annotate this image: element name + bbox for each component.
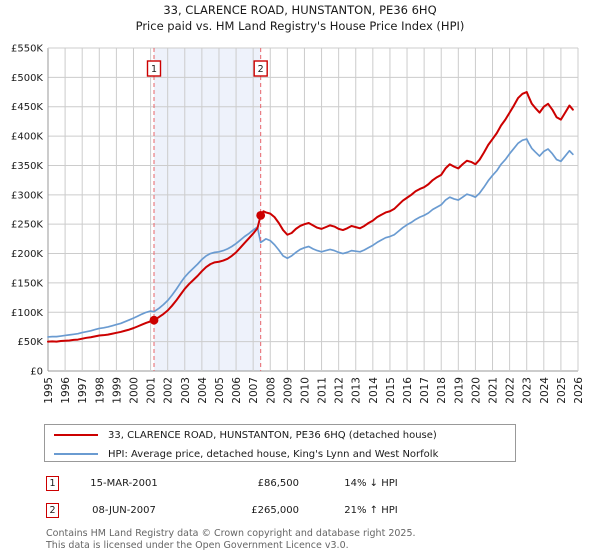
legend-label-property: 33, CLARENCE ROAD, HUNSTANTON, PE36 6HQ … — [108, 429, 437, 441]
series-line-property — [47, 91, 574, 343]
x-axis-tick-label: 2014 — [368, 377, 380, 404]
transaction-date-2: 08-JUN-2007 — [92, 505, 156, 516]
y-axis-tick-label: £550K — [11, 44, 43, 55]
y-axis-tick-label: £400K — [11, 132, 43, 143]
series-line-hpi — [47, 138, 574, 338]
copyright-footer: Contains HM Land Registry data © Crown c… — [46, 528, 566, 551]
x-axis-tick-label: 2022 — [505, 377, 517, 404]
x-axis-tick-label: 2025 — [556, 377, 568, 404]
transactions-table: 1 15-MAR-2001 £86,500 14% ↓ HPI 2 08-JUN… — [44, 470, 524, 524]
x-axis-tick-label: 2000 — [128, 377, 140, 404]
x-axis-tick-label: 1996 — [60, 377, 72, 404]
transaction-marker-2: 2 — [46, 503, 59, 518]
x-axis-tick-label: 2015 — [385, 377, 397, 404]
x-axis-tick-label: 2018 — [436, 377, 448, 404]
x-axis-tick-label: 2012 — [334, 377, 346, 404]
x-axis-tick-label: 2005 — [214, 377, 226, 404]
transaction-marker-1: 1 — [46, 476, 59, 491]
legend-color-swatch-hpi — [54, 453, 98, 455]
page-title: 33, CLARENCE ROAD, HUNSTANTON, PE36 6HQ … — [0, 2, 600, 34]
legend-color-swatch-property — [54, 434, 98, 436]
x-axis-tick-label: 2010 — [299, 377, 311, 404]
y-axis-tick-label: £50K — [17, 337, 43, 348]
x-axis-tick-label: 2021 — [488, 377, 500, 404]
y-axis-tick-label: £350K — [11, 161, 43, 172]
x-axis-tick-label: 2001 — [146, 377, 158, 404]
y-axis-tick-label: £100K — [11, 308, 43, 319]
x-axis-tick-label: 2020 — [470, 377, 482, 404]
x-axis-tick-label: 2016 — [402, 377, 414, 404]
x-axis-tick-label: 2024 — [539, 377, 551, 404]
price-history-line-chart: £0 £50K £100K £150K £200K £250K £300K £350K £400… — [11, 44, 585, 404]
chart-legend: 33, CLARENCE ROAD, HUNSTANTON, PE36 6HQ … — [44, 424, 516, 462]
transaction-point-dot[interactable] — [256, 210, 266, 220]
y-axis-tick-label: £150K — [11, 278, 43, 289]
y-axis-tick-label: £0 — [30, 367, 43, 378]
transaction-marker-badge[interactable] — [146, 60, 162, 77]
x-axis-tick-label: 2026 — [573, 377, 585, 404]
y-axis-tick-label: £300K — [11, 190, 43, 201]
transaction-hpi-delta-2: 21% ↑ HPI — [344, 505, 398, 516]
x-axis-tick-label: 1995 — [43, 377, 55, 404]
x-axis-tick-label: 2013 — [351, 377, 363, 404]
transaction-marker-badge-label: 2 — [258, 64, 264, 75]
transaction-price-1: £86,500 — [257, 478, 299, 489]
x-axis-tick-label: 2019 — [453, 377, 465, 404]
x-axis-tick-label: 2017 — [419, 377, 431, 404]
x-axis-tick-label: 2011 — [317, 377, 329, 404]
legend-item-property: 33, CLARENCE ROAD, HUNSTANTON, PE36 6HQ … — [45, 426, 515, 444]
x-axis-tick-label: 2023 — [522, 377, 534, 404]
transaction-point-dot[interactable] — [149, 315, 159, 325]
transaction-hpi-delta-1: 14% ↓ HPI — [344, 478, 398, 489]
transaction-marker-badge-label: 1 — [151, 64, 157, 75]
footer-line-2: This data is licensed under the Open Gov… — [46, 539, 349, 551]
x-axis-tick-label: 2006 — [231, 377, 243, 404]
page-title-address: 33, CLARENCE ROAD, HUNSTANTON, PE36 6HQ — [163, 3, 437, 17]
legend-item-hpi: HPI: Average price, detached house, King… — [45, 445, 515, 463]
x-axis-tick-label: 1999 — [111, 377, 123, 404]
y-axis-tick-label: £200K — [11, 249, 43, 260]
x-axis-tick-label: 2002 — [163, 377, 175, 404]
footer-line-1: Contains HM Land Registry data © Crown c… — [46, 528, 416, 539]
transaction-price-2: £265,000 — [251, 505, 299, 516]
highlight-band — [154, 48, 261, 371]
transaction-date-1: 15-MAR-2001 — [90, 478, 158, 489]
y-axis-tick-label: £250K — [11, 220, 43, 231]
x-axis-tick-label: 2003 — [180, 377, 192, 404]
legend-label-hpi: HPI: Average price, detached house, King… — [108, 448, 439, 460]
x-axis-tick-label: 2008 — [265, 377, 277, 404]
page-title-subtitle: Price paid vs. HM Land Registry's House … — [135, 19, 465, 33]
x-axis-tick-label: 1998 — [94, 377, 106, 404]
table-row[interactable]: 2 08-JUN-2007 £265,000 21% ↑ HPI — [44, 497, 524, 524]
x-axis-tick-label: 1997 — [77, 377, 89, 404]
y-axis-tick-label: £500K — [11, 73, 43, 84]
x-axis-tick-label: 2004 — [197, 377, 209, 404]
transaction-marker-badge[interactable] — [253, 60, 268, 77]
chart-area: £0 £50K £100K £150K £200K £250K £300K £350K £400… — [0, 36, 600, 416]
table-row[interactable]: 1 15-MAR-2001 £86,500 14% ↓ HPI — [44, 470, 524, 497]
x-axis-tick-label: 2007 — [248, 377, 260, 404]
y-axis-tick-label: £450K — [11, 102, 43, 113]
x-axis-tick-label: 2009 — [282, 377, 294, 404]
